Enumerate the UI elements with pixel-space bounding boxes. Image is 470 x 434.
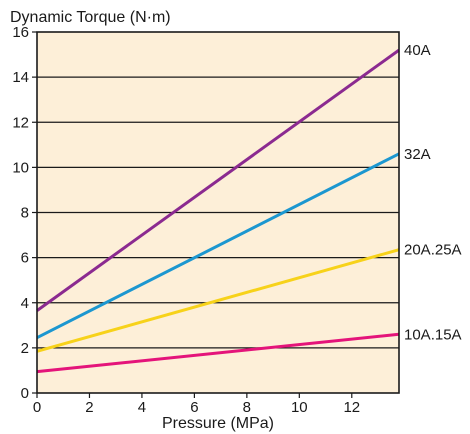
x-tick-label-0: 0 xyxy=(33,399,41,416)
y-tick-label-6: 6 xyxy=(21,250,29,267)
x-tick-label-2: 2 xyxy=(85,399,93,416)
series-lines xyxy=(36,48,400,374)
x-axis-ticks: 0 2 4 6 8 10 12 xyxy=(33,393,360,416)
series-label-20a-25a: 20A.25A xyxy=(404,242,462,259)
series-line-32a xyxy=(36,152,400,340)
series-label-32a: 32A xyxy=(404,146,431,163)
x-tick-label-8: 8 xyxy=(243,399,251,416)
series-label-40a: 40A xyxy=(404,42,431,59)
series-line-10a-15a xyxy=(36,332,400,374)
y-axis-title: Dynamic Torque (N·m) xyxy=(10,9,171,26)
x-tick-label-4: 4 xyxy=(138,399,146,416)
y-tick-label-2: 2 xyxy=(21,340,29,357)
series-labels: 40A 32A 20A.25A 10A.15A xyxy=(404,42,462,343)
x-tick-label-12: 12 xyxy=(343,399,360,416)
y-tick-label-10: 10 xyxy=(12,159,29,176)
y-tick-label-8: 8 xyxy=(21,205,29,222)
series-line-20a-25a xyxy=(36,248,400,353)
series-label-10a-15a: 10A.15A xyxy=(404,326,462,343)
x-tick-label-10: 10 xyxy=(291,399,308,416)
grid-lines xyxy=(37,76,399,349)
y-tick-label-0: 0 xyxy=(21,385,29,402)
y-axis-ticks: 0 2 4 6 8 10 12 14 16 xyxy=(12,24,37,402)
y-tick-label-4: 4 xyxy=(21,295,29,312)
y-tick-label-14: 14 xyxy=(12,69,29,86)
series-line-40a xyxy=(36,48,400,312)
x-axis-title: Pressure (MPa) xyxy=(162,415,274,432)
y-tick-label-12: 12 xyxy=(12,114,29,131)
y-tick-label-16: 16 xyxy=(12,24,29,41)
x-tick-label-6: 6 xyxy=(190,399,198,416)
